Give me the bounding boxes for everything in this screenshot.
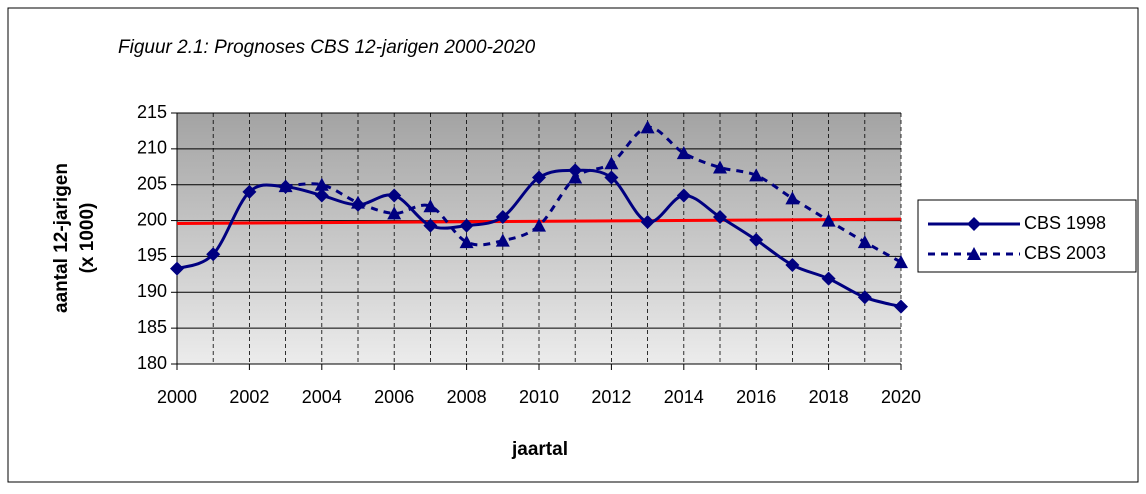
point-marker bbox=[278, 179, 293, 193]
y-tick-label: 190 bbox=[137, 281, 167, 301]
legend-marker bbox=[967, 217, 981, 231]
point-marker bbox=[242, 184, 257, 199]
point-marker bbox=[423, 218, 438, 233]
point-marker bbox=[314, 188, 329, 203]
point-marker bbox=[713, 209, 727, 224]
point-marker bbox=[351, 195, 365, 209]
point-marker bbox=[676, 146, 691, 160]
point-marker bbox=[894, 299, 908, 314]
point-marker bbox=[713, 160, 727, 174]
y-tick-label: 215 bbox=[137, 102, 167, 122]
x-axis-label: jaartal bbox=[511, 439, 568, 460]
point-marker bbox=[821, 271, 836, 286]
legend-marker bbox=[967, 247, 981, 260]
point-marker bbox=[495, 233, 510, 247]
legend bbox=[917, 199, 1137, 273]
x-tick-label: 2014 bbox=[664, 387, 704, 407]
point-marker bbox=[459, 235, 474, 249]
legend-label: CBS 1998 bbox=[1024, 213, 1106, 233]
point-marker bbox=[640, 215, 655, 230]
point-marker bbox=[495, 209, 510, 224]
chart-title: Figuur 2.1: Prognoses CBS 12-jarigen 200… bbox=[118, 37, 536, 58]
point-marker bbox=[568, 163, 583, 178]
x-tick-label: 2010 bbox=[519, 387, 559, 407]
y-tick-label: 185 bbox=[137, 317, 167, 337]
point-marker bbox=[459, 218, 474, 233]
y-tick-label: 195 bbox=[137, 245, 167, 265]
x-tick-label: 2000 bbox=[157, 387, 197, 407]
y-tick-label: 200 bbox=[137, 209, 167, 229]
x-tick-label: 2018 bbox=[809, 387, 849, 407]
point-marker bbox=[749, 168, 764, 182]
point-marker bbox=[857, 290, 872, 305]
x-tick-label: 2008 bbox=[447, 387, 487, 407]
point-marker bbox=[821, 213, 836, 227]
x-tick-label: 2004 bbox=[302, 387, 342, 407]
y-tick-label: 205 bbox=[137, 173, 167, 193]
point-marker bbox=[857, 235, 872, 249]
point-marker bbox=[532, 170, 546, 185]
point-marker bbox=[640, 120, 655, 134]
x-tick-label: 2006 bbox=[374, 387, 414, 407]
point-marker bbox=[785, 191, 800, 205]
y-axis-label: (x 1000) bbox=[77, 203, 98, 274]
x-tick-label: 2002 bbox=[229, 387, 269, 407]
point-marker bbox=[387, 206, 402, 220]
point-marker bbox=[785, 258, 800, 273]
point-marker bbox=[170, 261, 184, 276]
point-marker bbox=[532, 218, 546, 232]
y-tick-label: 180 bbox=[137, 353, 167, 373]
point-marker bbox=[387, 188, 402, 203]
point-marker bbox=[676, 188, 691, 203]
x-tick-label: 2016 bbox=[736, 387, 776, 407]
point-marker bbox=[604, 170, 619, 185]
y-axis-label: aantal 12-jarigen bbox=[51, 163, 72, 313]
point-marker bbox=[423, 199, 438, 213]
x-tick-label: 2012 bbox=[591, 387, 631, 407]
x-tick-label: 2020 bbox=[881, 387, 921, 407]
legend-label: CBS 2003 bbox=[1024, 243, 1106, 263]
point-marker bbox=[894, 255, 908, 269]
point-marker bbox=[206, 247, 221, 262]
point-marker bbox=[568, 170, 583, 184]
y-tick-label: 210 bbox=[137, 138, 167, 158]
point-marker bbox=[749, 232, 764, 247]
point-marker bbox=[314, 177, 329, 191]
plot-area bbox=[177, 113, 901, 364]
point-marker bbox=[604, 156, 619, 170]
